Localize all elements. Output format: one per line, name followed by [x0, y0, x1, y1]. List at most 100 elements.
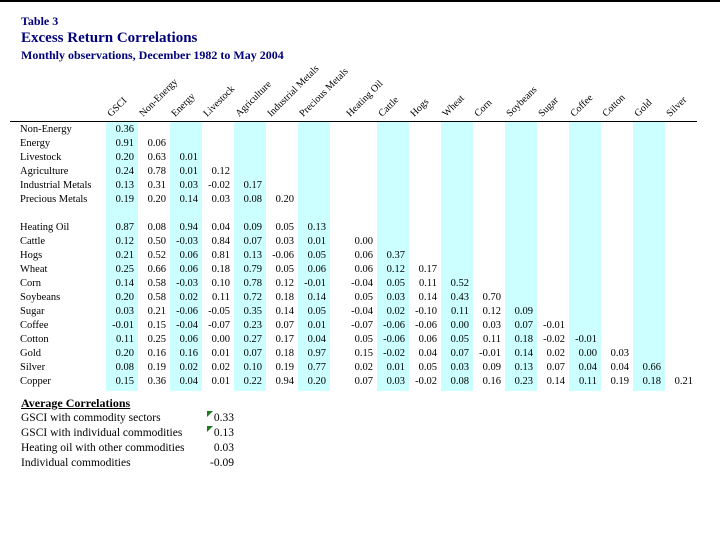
matrix-cell: 0.12: [482, 306, 501, 317]
matrix-cell: -0.06: [272, 250, 294, 261]
matrix-cell: 0.02: [179, 292, 198, 303]
column-header: Hogs: [408, 96, 432, 120]
matrix-cell: 0.15: [354, 348, 373, 359]
matrix-cell: 0.20: [275, 194, 294, 205]
matrix-cell: 0.13: [243, 250, 262, 261]
matrix-cell: -0.10: [415, 306, 437, 317]
column-header: Corn: [472, 97, 495, 120]
matrix-cell: 0.12: [386, 264, 405, 275]
matrix-cell: 0.04: [307, 334, 326, 345]
matrix-cell: 0.01: [211, 376, 230, 387]
matrix-cell: 0.03: [450, 362, 469, 373]
avg-rows: GSCI with commodity sectors 0.33 GSCI with…: [21, 411, 261, 471]
matrix-cell: 0.11: [451, 306, 469, 317]
column-stripe: [569, 122, 601, 391]
matrix-cell: 0.07: [275, 320, 294, 331]
matrix-cell: 0.22: [243, 376, 262, 387]
matrix-cell: 0.15: [115, 376, 134, 387]
matrix-cell: 0.16: [482, 376, 501, 387]
matrix-cell: 0.11: [116, 334, 134, 345]
matrix-cell: 0.15: [147, 320, 166, 331]
matrix-cell: 0.01: [211, 348, 230, 359]
matrix-cell: 0.03: [211, 194, 230, 205]
column-stripe: [441, 122, 473, 391]
matrix-cell: 0.23: [514, 376, 533, 387]
matrix-cell: 0.14: [514, 348, 533, 359]
matrix-cell: 0.18: [642, 376, 661, 387]
matrix-cell: 0.58: [147, 278, 166, 289]
matrix-cell: 0.11: [579, 376, 597, 387]
matrix-cell: -0.06: [383, 334, 405, 345]
matrix-cell: -0.01: [112, 320, 134, 331]
matrix-cell: -0.01: [543, 320, 565, 331]
matrix-cell: 0.09: [482, 362, 501, 373]
correlation-table: GSCI Non-Energy Energy Livestock Agriculture…: [10, 56, 715, 396]
matrix-cell: -0.02: [543, 334, 565, 345]
matrix-cell: -0.03: [176, 278, 198, 289]
matrix-cell: 0.04: [578, 362, 597, 373]
matrix-cell: 0.10: [211, 278, 230, 289]
matrix-cell: 0.08: [243, 194, 262, 205]
matrix-cell: 0.08: [450, 376, 469, 387]
column-header: Gold: [632, 97, 655, 120]
slide-subtitle: Monthly observations, December 1982 to M…: [21, 48, 284, 62]
matrix-cell: -0.02: [415, 376, 437, 387]
row-label: Heating Oil: [20, 222, 70, 233]
matrix-cell: 0.06: [179, 250, 198, 261]
row-label: Industrial Metals: [20, 180, 92, 191]
matrix-cell: 0.14: [418, 292, 437, 303]
matrix-cell: 0.03: [386, 292, 405, 303]
column-header: GSCI: [105, 95, 130, 120]
matrix-cell: -0.07: [351, 320, 373, 331]
matrix-cell: 0.11: [483, 334, 501, 345]
matrix-cell: 0.94: [179, 222, 198, 233]
matrix-cell: 0.17: [275, 334, 294, 345]
matrix-cell: 0.05: [307, 250, 326, 261]
column-stripe: [170, 122, 202, 391]
matrix-cell: 0.36: [115, 124, 134, 135]
matrix-cell: 0.18: [514, 334, 533, 345]
avg-row: GSCI with individual commodities 0.13: [21, 426, 261, 441]
matrix-cell: 0.08: [147, 222, 166, 233]
matrix-cell: 0.00: [354, 236, 373, 247]
matrix-cell: 0.06: [147, 138, 166, 149]
matrix-cell: 0.18: [275, 348, 294, 359]
matrix-cell: -0.04: [176, 320, 198, 331]
matrix-cell: 0.12: [115, 236, 134, 247]
column-header: Coffee: [568, 92, 596, 120]
matrix-cell: 0.13: [115, 180, 134, 191]
matrix-cell: 0.21: [115, 250, 134, 261]
row-label: Agriculture: [20, 166, 69, 177]
matrix-cell: 0.01: [179, 152, 198, 163]
avg-row: GSCI with commodity sectors 0.33: [21, 411, 261, 426]
avg-heading: Average Correlations: [21, 396, 131, 410]
matrix-cell: 0.23: [243, 320, 262, 331]
matrix-cell: -0.02: [383, 348, 405, 359]
row-label: Coffee: [20, 320, 49, 331]
row-label: Gold: [20, 348, 41, 359]
matrix-cell: 0.84: [211, 236, 230, 247]
column-stripe: [298, 122, 330, 391]
matrix-cell: 0.12: [211, 166, 230, 177]
matrix-cell: 0.04: [179, 376, 198, 387]
matrix-cell: 0.07: [546, 362, 565, 373]
matrix-cell: 0.36: [147, 376, 166, 387]
matrix-cell: 0.25: [147, 334, 166, 345]
avg-value: 0.13: [181, 426, 234, 441]
column-header: Soybeans: [504, 84, 540, 120]
column-header: Cotton: [600, 92, 628, 120]
matrix-cell: 0.05: [386, 278, 405, 289]
matrix-cell: -0.06: [176, 306, 198, 317]
avg-row: Heating oil with other commodities 0.03: [21, 441, 261, 456]
matrix-cell: -0.06: [415, 320, 437, 331]
matrix-cell: -0.06: [383, 320, 405, 331]
row-label: Hogs: [20, 250, 43, 261]
matrix-cell: 0.07: [514, 320, 533, 331]
row-label: Sugar: [20, 306, 45, 317]
matrix-cell: 0.05: [354, 292, 373, 303]
matrix-cell: 0.07: [243, 236, 262, 247]
row-label: Silver: [20, 362, 46, 373]
matrix-cell: 0.02: [386, 306, 405, 317]
matrix-cell: 0.07: [354, 376, 373, 387]
matrix-cell: 0.06: [354, 264, 373, 275]
